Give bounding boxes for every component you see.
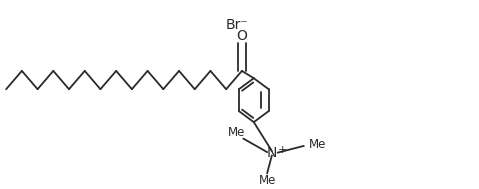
Text: +: + (278, 145, 287, 155)
Text: O: O (237, 29, 247, 43)
Text: Me: Me (228, 126, 245, 139)
Text: Me: Me (308, 139, 326, 152)
Text: N: N (267, 146, 277, 160)
Text: Me: Me (259, 174, 276, 187)
Text: Br⁻: Br⁻ (226, 18, 249, 32)
